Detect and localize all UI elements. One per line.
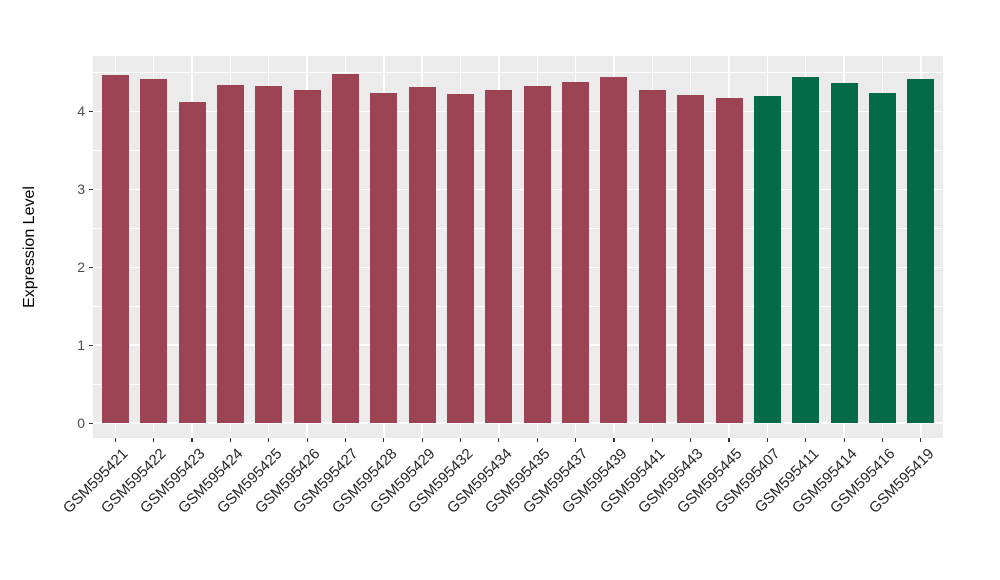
y-tick-label: 0 (77, 415, 85, 432)
x-tick-mark (536, 438, 538, 442)
bar-GSM595432 (447, 94, 475, 424)
bar-GSM595429 (408, 87, 436, 424)
bar-GSM595419 (907, 78, 935, 424)
bar-GSM595435 (523, 86, 551, 424)
x-tick-mark (344, 438, 347, 442)
bar-GSM595425 (255, 85, 283, 424)
x-tick-mark (843, 438, 845, 442)
bar-GSM595445 (715, 98, 743, 424)
y-axis-title: Expression Level (21, 186, 38, 308)
x-tick-mark (114, 438, 116, 442)
bar-GSM595427 (331, 73, 359, 424)
bar-GSM595423 (178, 101, 206, 424)
x-tick-mark (805, 438, 807, 442)
bar-GSM595422 (140, 79, 168, 424)
bar-GSM595426 (293, 90, 321, 424)
chart-panel (93, 56, 943, 438)
x-tick-mark (229, 438, 231, 442)
gridline-minor (93, 150, 943, 152)
x-tick-mark (153, 438, 155, 442)
x-tick-mark (766, 438, 768, 442)
y-tick-mark (89, 422, 93, 424)
bar-GSM595424 (216, 84, 244, 424)
gridline-major (93, 344, 943, 346)
x-tick-mark (306, 438, 308, 442)
x-tick-mark (421, 438, 423, 442)
bar-GSM595434 (485, 90, 513, 424)
y-tick-label: 3 (77, 181, 85, 198)
bar-GSM595443 (677, 94, 705, 424)
bar-GSM595407 (753, 95, 781, 424)
y-tick-mark (89, 266, 93, 268)
y-tick-label: 2 (77, 259, 85, 276)
bar-GSM595441 (638, 89, 666, 424)
bar-GSM595411 (792, 77, 820, 424)
bar-GSM595421 (101, 74, 129, 424)
bar-GSM595416 (869, 93, 896, 424)
x-tick-mark (881, 438, 884, 442)
bar-GSM595414 (830, 83, 858, 424)
y-tick-label: 1 (77, 337, 85, 354)
gridline-major (93, 266, 943, 269)
x-tick-mark (613, 438, 615, 442)
y-tick-label: 4 (77, 103, 85, 120)
gridline-major (93, 422, 943, 424)
x-tick-mark (191, 438, 193, 442)
gridline-major (93, 110, 943, 113)
x-tick-mark (459, 438, 462, 442)
x-tick-mark (575, 438, 577, 442)
x-tick-mark (920, 438, 922, 442)
gridline-minor (93, 306, 943, 308)
x-tick-mark (383, 438, 385, 442)
x-tick-mark (651, 438, 653, 442)
gridline-minor (93, 228, 943, 230)
bar-GSM595437 (562, 81, 590, 424)
gridline-minor (93, 72, 943, 74)
y-tick-mark (89, 110, 93, 112)
x-tick-mark (728, 438, 730, 442)
bar-GSM595439 (600, 77, 628, 424)
gridline-minor (93, 384, 943, 385)
bar-GSM595428 (370, 93, 398, 424)
x-tick-mark (498, 438, 500, 442)
x-tick-mark (268, 438, 270, 442)
y-tick-mark (89, 344, 93, 346)
gridline-major (93, 188, 943, 191)
x-tick-mark (690, 438, 692, 442)
y-tick-mark (89, 188, 93, 190)
